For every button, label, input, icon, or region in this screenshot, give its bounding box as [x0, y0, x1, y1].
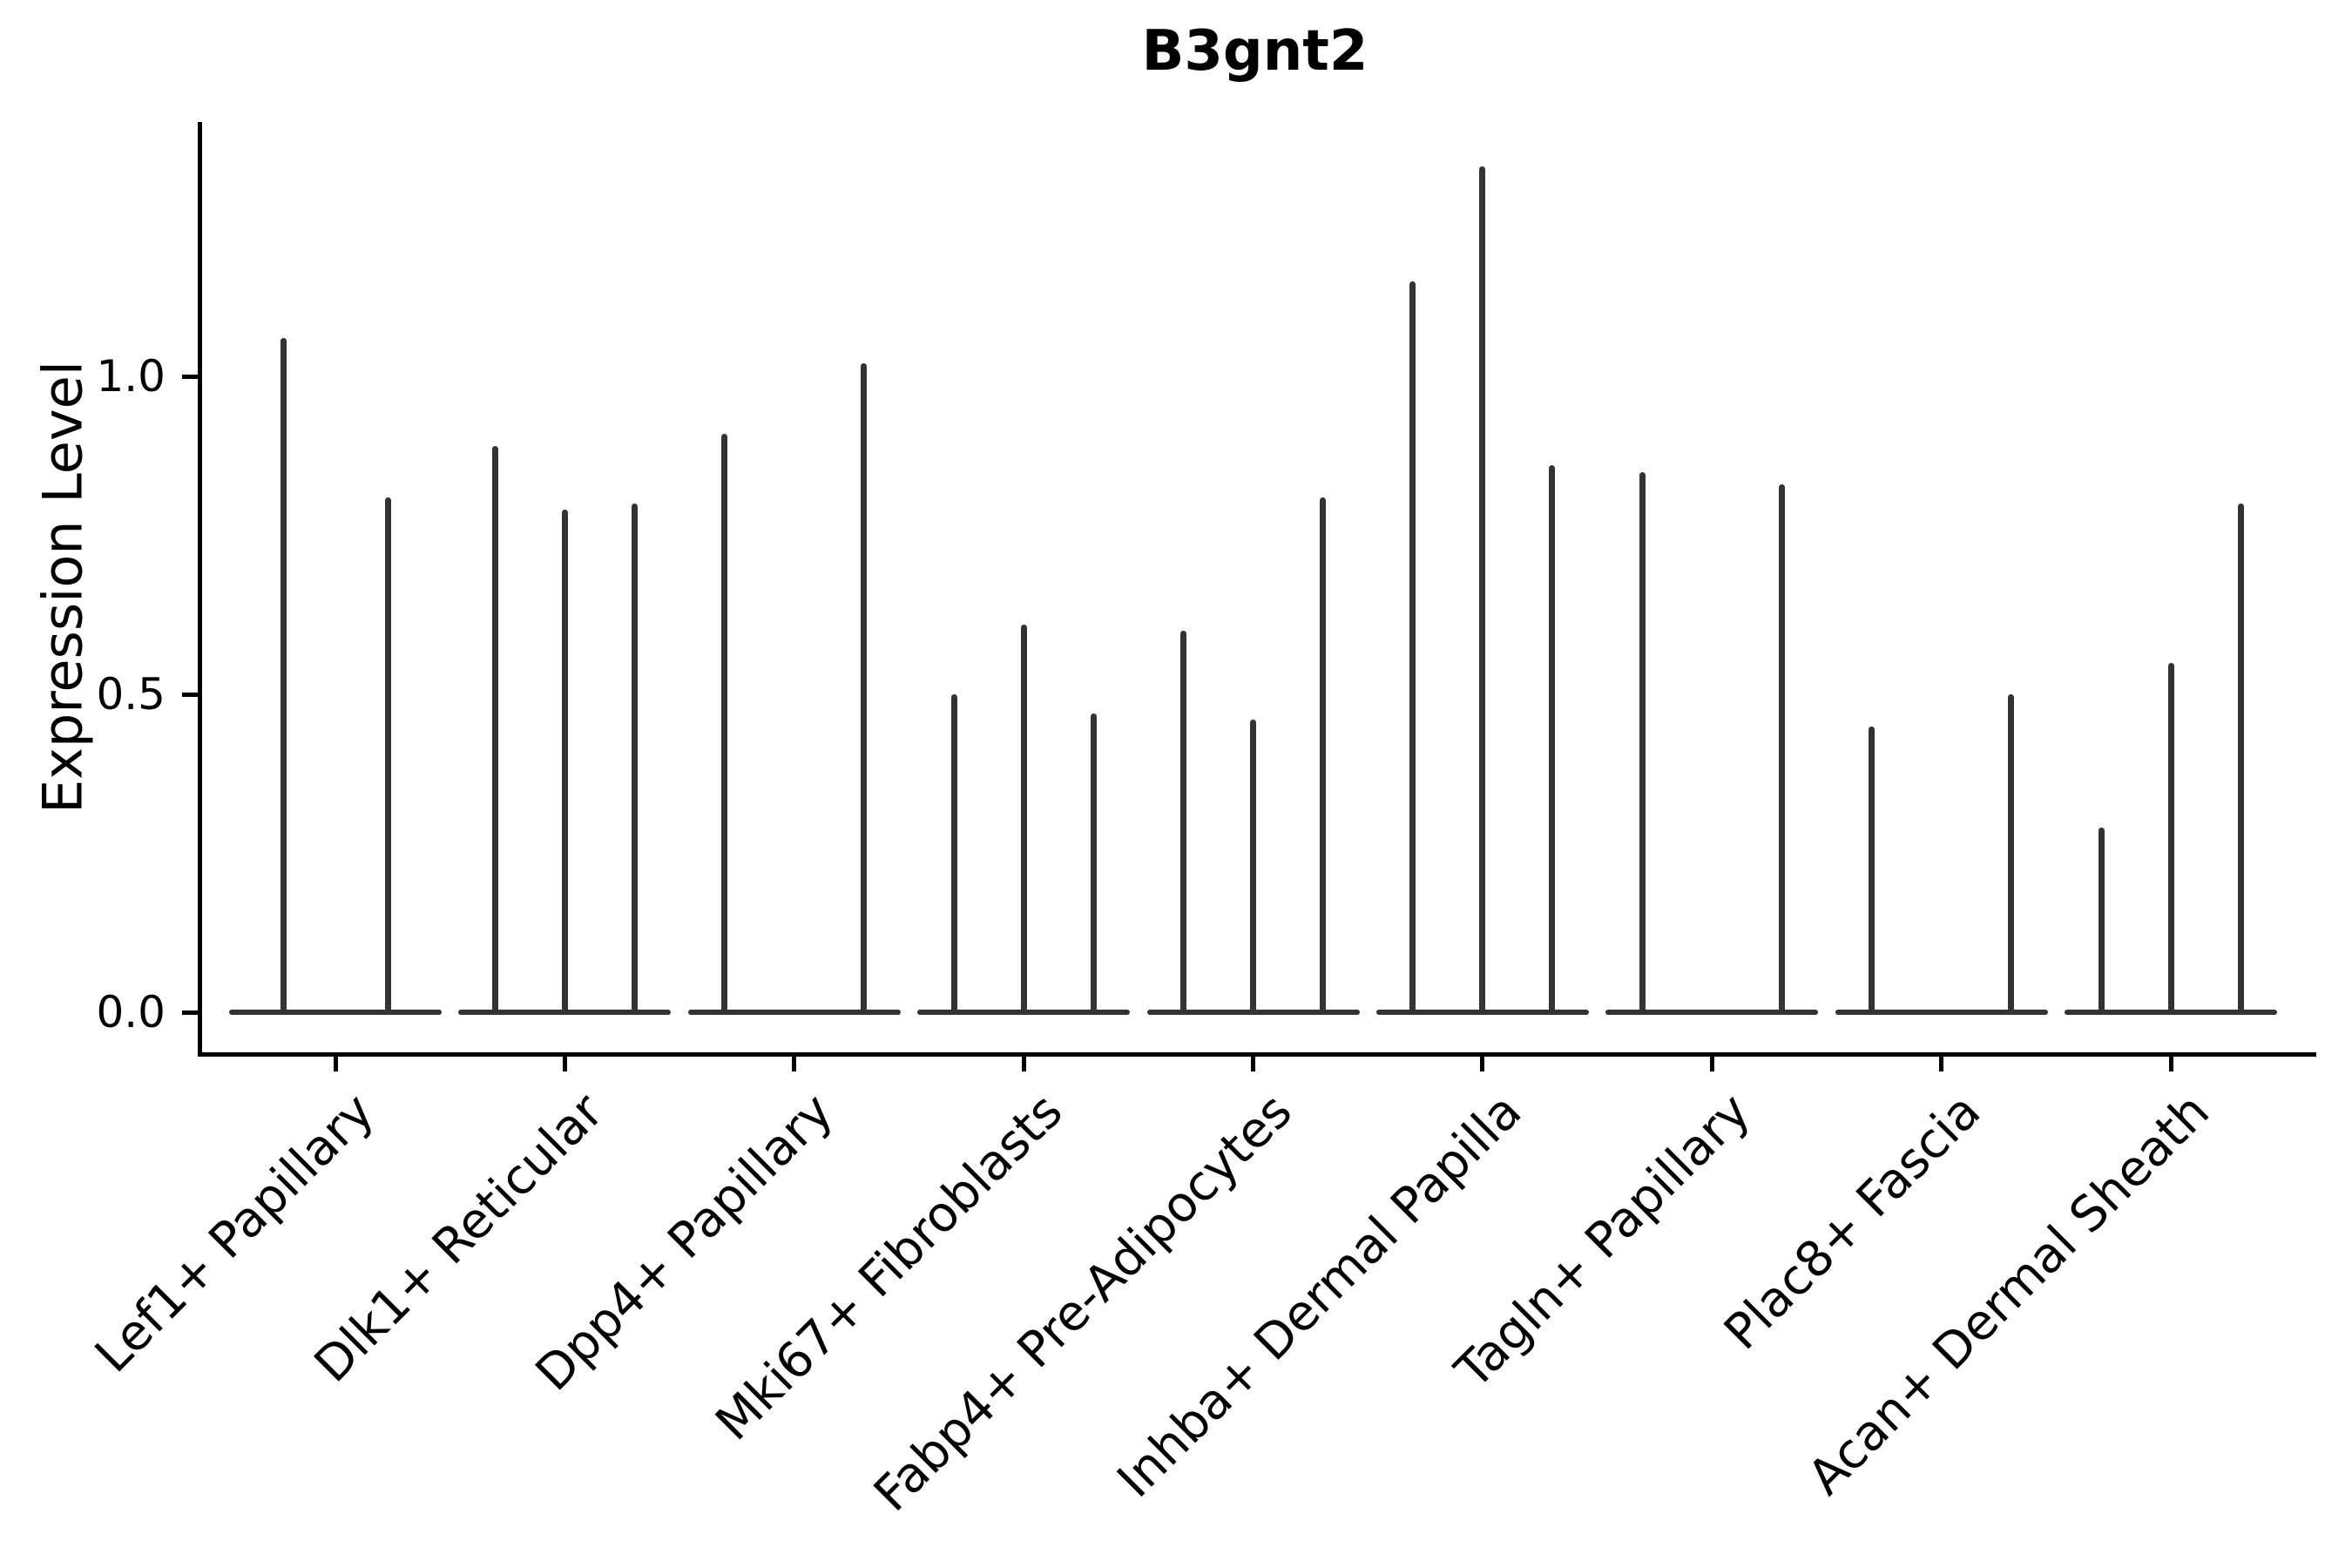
- violin-spike: [1020, 624, 1027, 1015]
- y-tick-label: 0.0: [96, 987, 166, 1037]
- x-axis-tick: [1480, 1052, 1485, 1071]
- violin-spike: [861, 363, 868, 1015]
- y-tick-label: 0.5: [96, 669, 166, 720]
- x-axis-tick: [792, 1052, 797, 1071]
- violin-spike: [280, 338, 287, 1015]
- violin-baseline: [1835, 1010, 2048, 1015]
- x-axis-tick: [1251, 1052, 1255, 1071]
- x-tick-label: Fabp4+ Pre-Adipocytes: [863, 1083, 1303, 1523]
- x-axis-tick: [2168, 1052, 2173, 1071]
- violin-baseline: [687, 1010, 901, 1015]
- y-axis-label: Expression Level: [30, 361, 95, 814]
- violin-spike: [1180, 631, 1186, 1015]
- violin-spike: [1778, 484, 1785, 1015]
- plot-area: [198, 122, 2316, 1057]
- violin-spike: [384, 497, 391, 1015]
- violin-spike: [1320, 497, 1326, 1015]
- violin-baseline: [1605, 1010, 1819, 1015]
- x-axis-tick: [1709, 1052, 1714, 1071]
- violin-spike: [950, 694, 957, 1015]
- x-tick-label: Inhba+ Dermal Papilla: [1106, 1083, 1533, 1509]
- violin-spike: [631, 504, 638, 1015]
- violin-spike: [1250, 720, 1256, 1015]
- violin-baseline: [229, 1010, 442, 1015]
- y-axis-tick: [182, 692, 198, 697]
- y-axis-tick: [182, 374, 198, 379]
- violin-spike: [2098, 828, 2105, 1015]
- violin-spike: [2237, 504, 2244, 1015]
- x-tick-label: Acan+ Dermal Sheath: [1797, 1083, 2221, 1506]
- plot-title: B3gnt2: [1141, 19, 1369, 84]
- x-axis-tick: [333, 1052, 338, 1071]
- violin-spike: [1090, 713, 1097, 1015]
- violin-spike: [561, 510, 568, 1015]
- violin-spike: [1479, 166, 1486, 1015]
- y-axis-tick: [182, 1010, 198, 1015]
- x-axis-tick: [1021, 1052, 1026, 1071]
- violin-spike: [491, 446, 498, 1015]
- violin-spike: [2008, 694, 2015, 1015]
- violin-spike: [1549, 465, 1556, 1015]
- x-axis-tick: [1939, 1052, 1944, 1071]
- violin-spike: [2167, 662, 2174, 1015]
- y-tick-label: 1.0: [96, 351, 166, 402]
- violin-spike: [1869, 726, 1876, 1015]
- violin-spike: [721, 433, 728, 1015]
- violin-spike: [1639, 471, 1646, 1015]
- x-axis-tick: [562, 1052, 567, 1071]
- violin-spike: [1409, 280, 1416, 1015]
